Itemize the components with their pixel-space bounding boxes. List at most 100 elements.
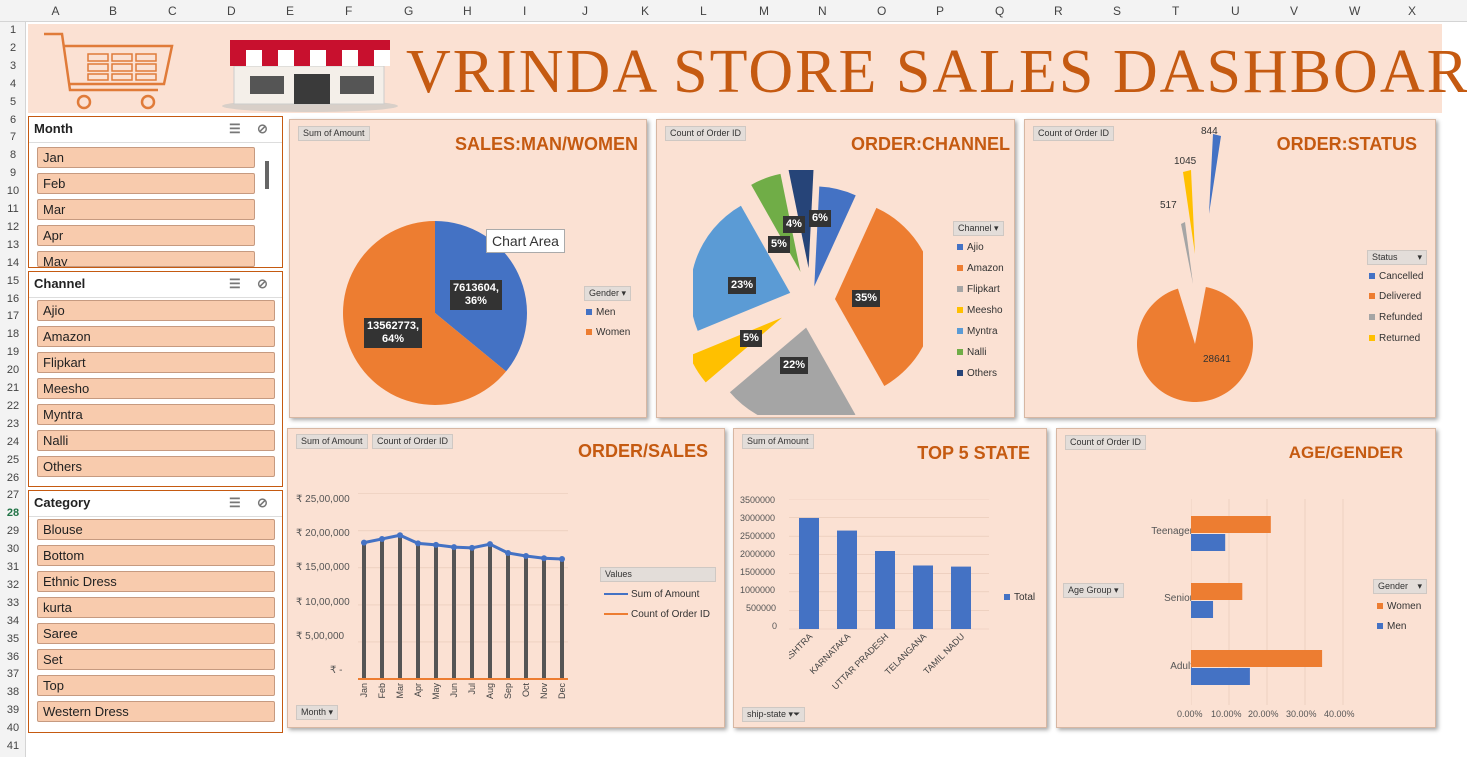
row-header-40[interactable]: 40 [6,722,20,735]
column-header-i[interactable]: I [523,4,527,18]
row-header-27[interactable]: 27 [6,489,20,502]
axis-button-ship-state[interactable]: ship-state ▾⏷ [742,707,806,722]
order-channel-chart[interactable]: Count of Order ID ORDER:CHANNEL 6% 35% 2… [656,119,1015,418]
row-header-29[interactable]: 29 [6,525,20,538]
slicer-scrollbar[interactable] [265,161,269,189]
month-item-feb[interactable]: Feb [37,173,255,194]
row-header-5[interactable]: 5 [9,95,17,108]
row-header-17[interactable]: 17 [6,310,20,323]
row-header-26[interactable]: 26 [6,471,20,484]
column-header-s[interactable]: S [1113,4,1122,18]
row-header-37[interactable]: 37 [6,668,20,681]
multi-select-icon[interactable]: ☰ [229,495,241,510]
column-header-c[interactable]: C [168,4,177,18]
top-states-chart[interactable]: Sum of Amount TOP 5 STATE 3500000 300000… [733,428,1047,728]
row-header-36[interactable]: 36 [6,650,20,663]
channel-item-ajio[interactable]: Ajio [37,300,275,321]
channel-item-meesho[interactable]: Meesho [37,378,275,399]
multi-select-icon[interactable]: ☰ [229,121,241,136]
column-header-a[interactable]: A [51,4,60,18]
column-header-g[interactable]: G [404,4,414,18]
row-header-33[interactable]: 33 [6,596,20,609]
row-header-3[interactable]: 3 [9,59,17,72]
gender-sales-chart[interactable]: Sum of Amount SALES:MAN/WOMEN 7613604, 3… [289,119,647,418]
row-header-30[interactable]: 30 [6,543,20,556]
category-item-set[interactable]: Set [37,649,275,670]
month-item-jan[interactable]: Jan [37,147,255,168]
clear-filter-icon[interactable]: ⊘ [257,121,268,136]
clear-filter-icon[interactable]: ⊘ [257,495,268,510]
channel-item-flipkart[interactable]: Flipkart [37,352,275,373]
channel-slicer[interactable]: Channel ☰ ⊘ Ajio Amazon Flipkart Meesho … [28,271,283,487]
row-header-6[interactable]: 6 [9,113,17,126]
row-header-34[interactable]: 34 [6,614,20,627]
column-header-k[interactable]: K [641,4,650,18]
month-item-mar[interactable]: Mar [37,199,255,220]
age-gender-chart[interactable]: Count of Order ID AGE/GENDER Age Group ▾… [1056,428,1436,728]
column-header-n[interactable]: N [818,4,827,18]
legend-button-gender[interactable]: Gender ▾ [1373,579,1427,594]
channel-item-others[interactable]: Others [37,456,275,477]
month-slicer[interactable]: Month ☰ ⊘ Jan Feb Mar Apr May [28,116,283,268]
field-button-count-of-order-id[interactable]: Count of Order ID [1033,126,1115,141]
category-item-bottom[interactable]: Bottom [37,545,275,566]
category-item-western-dress[interactable]: Western Dress [37,701,275,722]
category-item-saree[interactable]: Saree [37,623,275,644]
legend-button-gender[interactable]: Gender ▾ [584,286,632,301]
column-header-b[interactable]: B [109,4,118,18]
column-header-m[interactable]: M [759,4,769,18]
field-button-sum-of-amount[interactable]: Sum of Amount [742,434,814,449]
row-header-22[interactable]: 22 [6,399,20,412]
channel-item-nalli[interactable]: Nalli [37,430,275,451]
column-header-r[interactable]: R [1054,4,1063,18]
category-item-top[interactable]: Top [37,675,275,696]
row-header-39[interactable]: 39 [6,704,20,717]
legend-button-channel[interactable]: Channel ▾ [953,221,1004,236]
row-header-2[interactable]: 2 [9,41,17,54]
row-header-19[interactable]: 19 [6,346,20,359]
row-header-12[interactable]: 12 [6,220,20,233]
field-button-sum-of-amount[interactable]: Sum of Amount [298,126,370,141]
channel-item-myntra[interactable]: Myntra [37,404,275,425]
row-header-41[interactable]: 41 [6,740,20,752]
row-header-16[interactable]: 16 [6,292,20,305]
row-header-18[interactable]: 18 [6,328,20,341]
row-header-9[interactable]: 9 [9,167,17,180]
month-item-apr[interactable]: Apr [37,225,255,246]
field-button-count-of-order-id[interactable]: Count of Order ID [372,434,454,449]
row-header-4[interactable]: 4 [9,77,17,90]
row-header-31[interactable]: 31 [6,561,20,573]
clear-filter-icon[interactable]: ⊘ [257,276,268,291]
field-button-count-of-order-id[interactable]: Count of Order ID [665,126,747,141]
channel-item-amazon[interactable]: Amazon [37,326,275,347]
legend-button-status[interactable]: Status ▾ [1367,250,1427,265]
column-header-w[interactable]: W [1349,4,1361,18]
column-header-j[interactable]: J [582,4,588,18]
row-header-25[interactable]: 25 [6,453,20,466]
category-item-ethnic-dress[interactable]: Ethnic Dress [37,571,275,592]
field-button-sum-of-amount[interactable]: Sum of Amount [296,434,368,449]
row-header-13[interactable]: 13 [6,238,20,251]
order-status-chart[interactable]: Count of Order ID ORDER:STATUS 844 1045 … [1024,119,1436,418]
category-slicer[interactable]: Category ☰ ⊘ Blouse Bottom Ethnic Dress … [28,490,283,733]
multi-select-icon[interactable]: ☰ [229,276,241,291]
row-header-35[interactable]: 35 [6,632,20,645]
column-header-v[interactable]: V [1290,4,1299,18]
axis-button-month[interactable]: Month ▾ [296,705,339,720]
row-header-14[interactable]: 14 [6,256,20,269]
row-header-28[interactable]: 28 [6,507,20,520]
row-header-11[interactable]: 11 [7,203,19,215]
column-header-x[interactable]: X [1408,4,1417,18]
column-header-d[interactable]: D [227,4,236,18]
column-header-h[interactable]: H [463,4,472,18]
row-header-21[interactable]: 21 [6,382,20,394]
row-header-20[interactable]: 20 [6,364,20,377]
row-header-38[interactable]: 38 [6,686,20,699]
row-header-24[interactable]: 24 [6,435,20,448]
column-header-l[interactable]: L [700,4,707,18]
row-header-1[interactable]: 1 [9,24,17,36]
column-header-e[interactable]: E [286,4,295,18]
row-header-32[interactable]: 32 [6,578,20,591]
category-item-kurta[interactable]: kurta [37,597,275,618]
row-header-23[interactable]: 23 [6,417,20,430]
